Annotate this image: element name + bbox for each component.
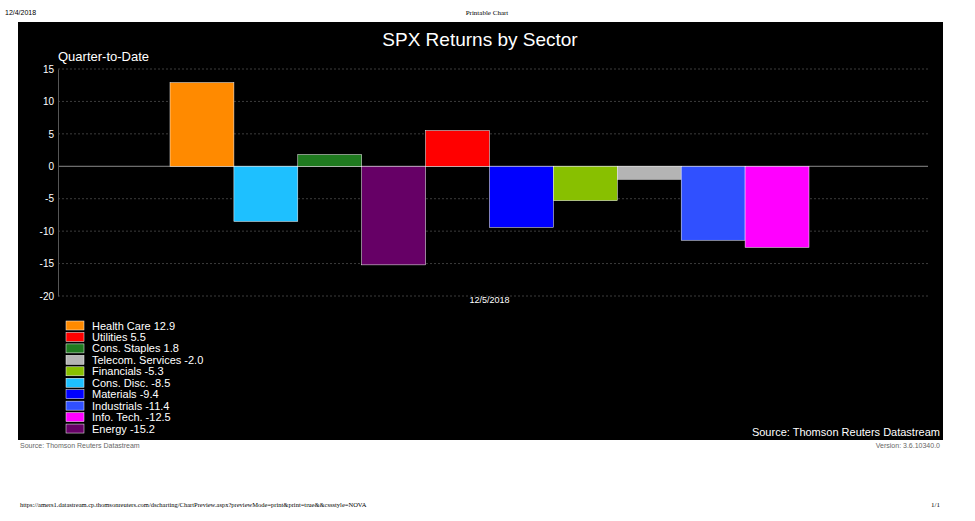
- bars: [170, 83, 809, 265]
- legend-label: Cons. Staples 1.8: [92, 342, 179, 354]
- x-tick-label: 12/5/2018: [469, 295, 509, 305]
- grid-line: [58, 263, 928, 264]
- legend-swatch: [66, 367, 84, 376]
- y-tick-label: -5: [45, 193, 54, 204]
- y-tick-label: 5: [48, 129, 54, 140]
- legend-swatch: [66, 344, 84, 353]
- y-tick: -20: [40, 291, 58, 302]
- y-tick-label: 15: [43, 64, 55, 75]
- legend-label: Info. Tech. -12.5: [92, 411, 171, 423]
- legend-label: Materials -9.4: [92, 388, 159, 400]
- y-tick: -10: [40, 226, 58, 237]
- page: 12/4/2018 Printable Chart SPX Returns by S…: [0, 0, 975, 521]
- legend-label: Telecom. Services -2.0: [92, 354, 203, 366]
- legend-label: Utilities 5.5: [92, 331, 146, 343]
- legend-swatch: [66, 413, 84, 422]
- bar: [362, 166, 426, 265]
- page-date: 12/4/2018: [5, 9, 36, 16]
- legend-label: Health Care 12.9: [92, 320, 175, 332]
- bar: [681, 166, 745, 240]
- y-tick: 0: [48, 161, 58, 172]
- chart-source: Source: Thomson Reuters Datastream: [752, 426, 940, 438]
- legend-swatch: [66, 390, 84, 399]
- bar: [170, 83, 234, 167]
- y-tick: 10: [43, 96, 58, 107]
- y-tick-label: -15: [40, 258, 55, 269]
- legend-label: Energy -15.2: [92, 423, 155, 435]
- legend-label: Financials -5.3: [92, 365, 164, 377]
- y-tick: 5: [48, 129, 58, 140]
- chart-subtitle: Quarter-to-Date: [58, 49, 149, 64]
- page-version: Version: 3.6.10340.0: [876, 442, 940, 449]
- grid: [58, 69, 928, 296]
- y-tick-label: -10: [40, 226, 55, 237]
- legend-swatch: [66, 321, 84, 330]
- y-tick-label: 10: [43, 96, 55, 107]
- chart-background: [18, 22, 943, 440]
- y-tick: -15: [40, 258, 58, 269]
- page-header: Printable Chart: [466, 9, 509, 17]
- legend-swatch: [66, 332, 84, 341]
- bar: [298, 155, 362, 167]
- legend-label: Cons. Disc. -8.5: [92, 377, 170, 389]
- legend-swatch: [66, 378, 84, 387]
- legend: Health Care 12.9Utilities 5.5Cons. Stapl…: [66, 320, 203, 435]
- bar: [234, 166, 298, 221]
- y-tick: 15: [43, 64, 58, 75]
- grid-line: [58, 69, 928, 70]
- page-number: 1/1: [931, 501, 940, 509]
- y-tick-label: -20: [40, 291, 55, 302]
- bar: [745, 166, 809, 247]
- y-axis: -20 -15 -10 -5 0 5 10 15: [40, 64, 59, 302]
- bar: [553, 166, 617, 200]
- y-tick-label: 0: [48, 161, 54, 172]
- legend-swatch: [66, 401, 84, 410]
- chart-title: SPX Returns by Sector: [382, 29, 578, 50]
- legend-label: Industrials -11.4: [92, 400, 169, 412]
- bar: [617, 166, 681, 179]
- bar: [490, 166, 554, 227]
- page-source: Source: Thomson Reuters Datastream: [20, 442, 140, 449]
- legend-swatch: [66, 355, 84, 364]
- legend-swatch: [66, 424, 84, 433]
- bar: [426, 131, 490, 167]
- y-axis-line: [58, 70, 59, 297]
- y-tick: -5: [45, 193, 58, 204]
- page-url: https://amers1.datastream.cp.thomsonreut…: [20, 501, 367, 508]
